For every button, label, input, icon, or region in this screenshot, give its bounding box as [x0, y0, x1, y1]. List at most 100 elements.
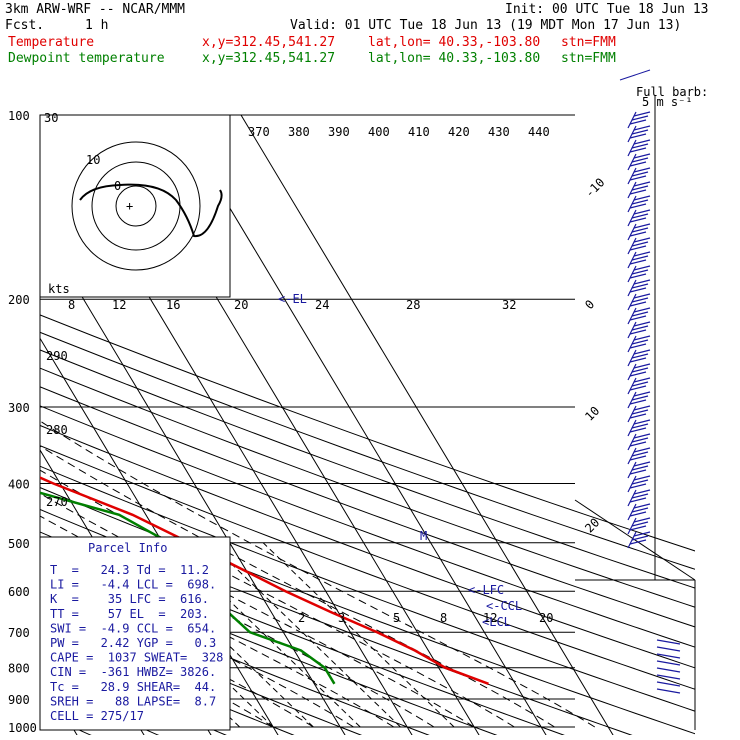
- theta-label: 430: [488, 125, 510, 139]
- barb-flag: [633, 405, 651, 411]
- barb-flag: [633, 321, 651, 327]
- low-level-barb: [656, 681, 681, 687]
- pressure-tick-label: 300: [8, 401, 30, 415]
- barb-flag: [633, 335, 651, 341]
- dew-legend-stn: stn=FMM: [561, 51, 616, 66]
- barb-flag: [633, 139, 651, 145]
- wind-barb: [627, 405, 651, 423]
- wind-barb: [627, 377, 651, 395]
- wind-barb: [627, 503, 651, 521]
- dew-legend-latlon: lat,lon= 40.33,-103.80: [368, 51, 541, 66]
- moist-adiabat: [40, 515, 435, 728]
- hodograph-ring: [115, 185, 157, 227]
- isotherm-label: 10: [582, 404, 602, 424]
- level-annotation: <-EL: [278, 292, 307, 306]
- barb-flag: [633, 461, 651, 467]
- wind-legend-barb: [619, 69, 651, 81]
- pressure-tick-label: 800: [8, 662, 30, 676]
- hodograph-ring: [71, 141, 201, 271]
- wind-barb: [627, 139, 651, 157]
- dry-adiabat: [40, 465, 695, 712]
- pressure-tick-label: 400: [8, 477, 30, 491]
- level-annotation: <-CCL: [486, 599, 522, 613]
- wind-barb: [627, 223, 651, 241]
- theta-label: 370: [248, 125, 270, 139]
- barb-flag: [633, 419, 651, 425]
- barb-flag: [629, 329, 647, 335]
- barb-flag: [629, 511, 647, 517]
- parcel-info-box: Parcel Info T = 24.3 Td = 11.2LI = -4.4 L…: [39, 536, 231, 731]
- parcel-info-line: SREH = 88 LAPSE= 8.7: [50, 694, 216, 708]
- low-level-barb: [656, 674, 681, 680]
- barb-flag: [629, 427, 647, 433]
- barb-flag: [629, 203, 647, 209]
- wind-barb: [627, 433, 651, 451]
- parcel-info-line: CELL = 275/17: [50, 709, 144, 723]
- barb-flag: [633, 531, 651, 537]
- pressure-tick-label: 900: [8, 693, 30, 707]
- barb-flag: [631, 283, 649, 289]
- wind-barb: [627, 195, 651, 213]
- wind-barb: [627, 391, 651, 409]
- diagram-labels: -80-70-60-50-40-100102037038039040041042…: [46, 69, 708, 629]
- barb-flag: [631, 129, 649, 135]
- parcel-info-line: TT = 57 EL = 203.: [50, 607, 209, 621]
- wind-barb: [627, 363, 651, 381]
- dry-adiabat: [40, 578, 430, 735]
- hodograph-speed-label: 20: [234, 298, 248, 312]
- barb-flag: [631, 535, 649, 541]
- barb-flag: [633, 475, 651, 481]
- hodograph-speed-label: 8: [68, 298, 75, 312]
- barb-flag: [633, 377, 651, 383]
- pressure-tick-label: 1000: [8, 721, 37, 735]
- barb-flag: [633, 181, 651, 187]
- barb-flag: [629, 413, 647, 419]
- barb-flag: [629, 497, 647, 503]
- hodograph-unit: kts: [48, 282, 70, 296]
- barb-flag: [633, 433, 651, 439]
- wind-barb: [627, 153, 651, 171]
- barb-flag: [631, 227, 649, 233]
- parcel-info-line: CAPE = 1037 SWEAT= 328: [50, 651, 223, 665]
- barb-flag: [631, 185, 649, 191]
- barb-flag: [633, 307, 651, 313]
- wind-barb: [627, 125, 651, 143]
- theta-label: 410: [408, 125, 430, 139]
- wind-barb: [627, 489, 651, 507]
- level-annotation: <-LFC: [468, 583, 504, 597]
- barb-flag: [629, 133, 647, 139]
- barb-flag: [631, 339, 649, 345]
- barb-flag: [629, 161, 647, 167]
- parcel-info-line: CIN = -361 HWBZ= 3826.: [50, 665, 216, 679]
- moist-adiabat: [40, 558, 354, 728]
- dry-adiabat: [40, 386, 695, 628]
- hodograph-speed-label: 32: [502, 298, 516, 312]
- dry-adiabat: [40, 331, 695, 570]
- barb-flag: [633, 279, 651, 285]
- wind-barb: [627, 419, 651, 437]
- wind-barb: [627, 251, 651, 269]
- barb-flag: [629, 119, 647, 125]
- pressure-tick-label: 500: [8, 537, 30, 551]
- moist-adiabat: [40, 537, 395, 728]
- wind-barbs: [574, 95, 696, 730]
- barb-flag: [631, 437, 649, 443]
- dry-adiabat: [40, 314, 695, 552]
- barb-flag: [629, 483, 647, 489]
- dry-adiabat: [40, 486, 695, 735]
- low-level-barb: [656, 646, 681, 652]
- wind-barb: [627, 321, 651, 339]
- pressure-lines: 100 200 300 400 500 600 700 800 900 1000: [8, 109, 575, 735]
- parcel-info-line: LI = -4.4 LCL = 698.: [50, 578, 216, 592]
- temp-legend-latlon: lat,lon= 40.33,-103.80: [368, 35, 541, 50]
- parcel-info-line: K = 35 LFC = 616.: [50, 592, 209, 606]
- wind-barb: [627, 307, 651, 325]
- barb-flag: [631, 353, 649, 359]
- barb-flag: [631, 507, 649, 513]
- moist-adiabat: [40, 492, 475, 728]
- wind-legend-value: 5 m s⁻¹: [642, 95, 693, 109]
- temp-legend-label: Temperature: [8, 35, 95, 50]
- barb-flag: [633, 237, 651, 243]
- parcel-info-line: T = 24.3 Td = 11.2: [50, 563, 209, 577]
